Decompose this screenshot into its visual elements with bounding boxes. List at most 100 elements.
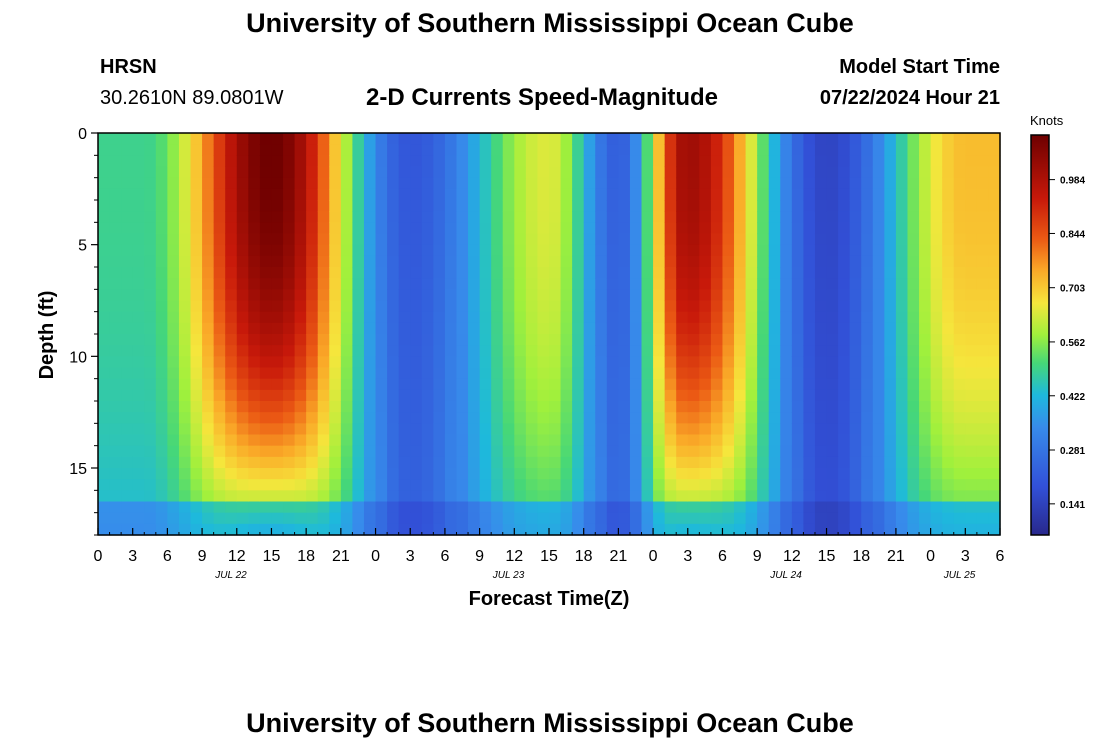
heatmap-cell <box>144 289 157 302</box>
heatmap-cell <box>479 412 492 424</box>
heatmap-cell <box>456 200 469 212</box>
colorbar-tick-label: 0.984 <box>1060 176 1085 187</box>
heatmap-cell <box>502 512 515 525</box>
heatmap-cell <box>248 200 261 212</box>
heatmap-cell <box>838 456 851 469</box>
heatmap-cell <box>352 155 365 168</box>
heatmap-cell <box>572 334 585 346</box>
heatmap-cell <box>583 155 596 168</box>
heatmap-cell <box>468 188 481 201</box>
heatmap-cell <box>664 501 677 514</box>
heatmap-cell <box>248 367 261 380</box>
heatmap-cell <box>791 144 805 156</box>
heatmap-cell <box>849 211 862 223</box>
heatmap-cell <box>629 244 643 257</box>
heatmap-cell <box>468 456 481 469</box>
heatmap-cell <box>791 267 805 279</box>
heatmap-cell <box>375 222 388 235</box>
heatmap-cell <box>953 389 966 402</box>
heatmap-cell <box>329 177 342 190</box>
heatmap-cell <box>121 322 134 335</box>
heatmap-cell <box>699 211 712 223</box>
heatmap-cell <box>387 155 400 168</box>
heatmap-cell <box>710 233 724 246</box>
heatmap-cell <box>410 322 423 335</box>
heatmap-cell <box>618 255 631 268</box>
heatmap-cell <box>398 233 411 246</box>
heatmap-cell <box>734 289 747 302</box>
heatmap-cell <box>294 267 307 279</box>
heatmap-cell <box>629 255 643 268</box>
heatmap-cell <box>826 423 839 436</box>
heatmap-cell <box>618 244 631 257</box>
heatmap-cell <box>109 133 122 145</box>
heatmap-cell <box>803 200 816 212</box>
heatmap-cell <box>676 300 689 313</box>
heatmap-cell <box>132 523 145 536</box>
heatmap-cell <box>225 456 238 469</box>
heatmap-cell <box>155 278 168 290</box>
heatmap-cell <box>572 345 585 357</box>
heatmap-cell <box>907 445 920 458</box>
heatmap-cell <box>629 468 643 480</box>
heatmap-cell <box>514 188 527 201</box>
heatmap-cell <box>132 255 145 268</box>
heatmap-cell <box>98 367 111 380</box>
heatmap-cell <box>363 289 377 302</box>
heatmap-cell <box>421 434 434 447</box>
heatmap-cell <box>942 423 955 436</box>
heatmap-cell <box>641 434 654 447</box>
heatmap-cell <box>410 445 423 458</box>
heatmap-cell <box>294 278 307 290</box>
heatmap-cell <box>976 278 990 290</box>
heatmap-cell <box>178 389 192 402</box>
heatmap-cell <box>826 255 839 268</box>
heatmap-cell <box>687 501 700 514</box>
heatmap-cell <box>872 311 885 324</box>
heatmap-cell <box>259 456 273 469</box>
heatmap-cell <box>121 468 134 480</box>
heatmap-cell <box>861 211 874 223</box>
heatmap-cell <box>907 412 920 424</box>
heatmap-cell <box>329 188 342 201</box>
heatmap-cell <box>167 523 180 536</box>
heatmap-cell <box>398 322 411 335</box>
heatmap-cell <box>329 356 342 369</box>
heatmap-cell <box>537 278 550 290</box>
heatmap-cell <box>387 222 400 235</box>
heatmap-cell <box>375 523 388 536</box>
heatmap-cell <box>884 412 897 424</box>
heatmap-cell <box>583 244 596 257</box>
heatmap-cell <box>340 144 354 156</box>
heatmap-cell <box>734 166 747 179</box>
heatmap-cell <box>363 512 377 525</box>
heatmap-cell <box>595 222 608 235</box>
heatmap-cell <box>433 501 446 514</box>
heatmap-cell <box>306 512 319 525</box>
heatmap-cell <box>317 211 330 223</box>
heatmap-cell <box>907 345 920 357</box>
heatmap-cell <box>687 423 700 436</box>
heatmap-cell <box>283 144 296 156</box>
heatmap-cell <box>236 512 249 525</box>
heatmap-cell <box>502 434 515 447</box>
heatmap-cell <box>144 334 157 346</box>
heatmap-cell <box>190 233 203 246</box>
heatmap-cell <box>606 456 619 469</box>
heatmap-cell <box>225 188 238 201</box>
heatmap-cell <box>329 244 342 257</box>
heatmap-cell <box>745 468 758 480</box>
heatmap-cell <box>167 177 180 190</box>
heatmap-cell <box>919 345 932 357</box>
heatmap-cell <box>294 211 307 223</box>
heatmap-cell <box>109 389 122 402</box>
heatmap-cell <box>525 334 539 346</box>
heatmap-cell <box>213 233 226 246</box>
heatmap-cell <box>988 434 1001 447</box>
heatmap-cell <box>641 200 654 212</box>
heatmap-cell <box>155 401 168 413</box>
heatmap-cell <box>907 490 920 503</box>
heatmap-cell <box>444 434 458 447</box>
heatmap-cell <box>629 278 643 290</box>
